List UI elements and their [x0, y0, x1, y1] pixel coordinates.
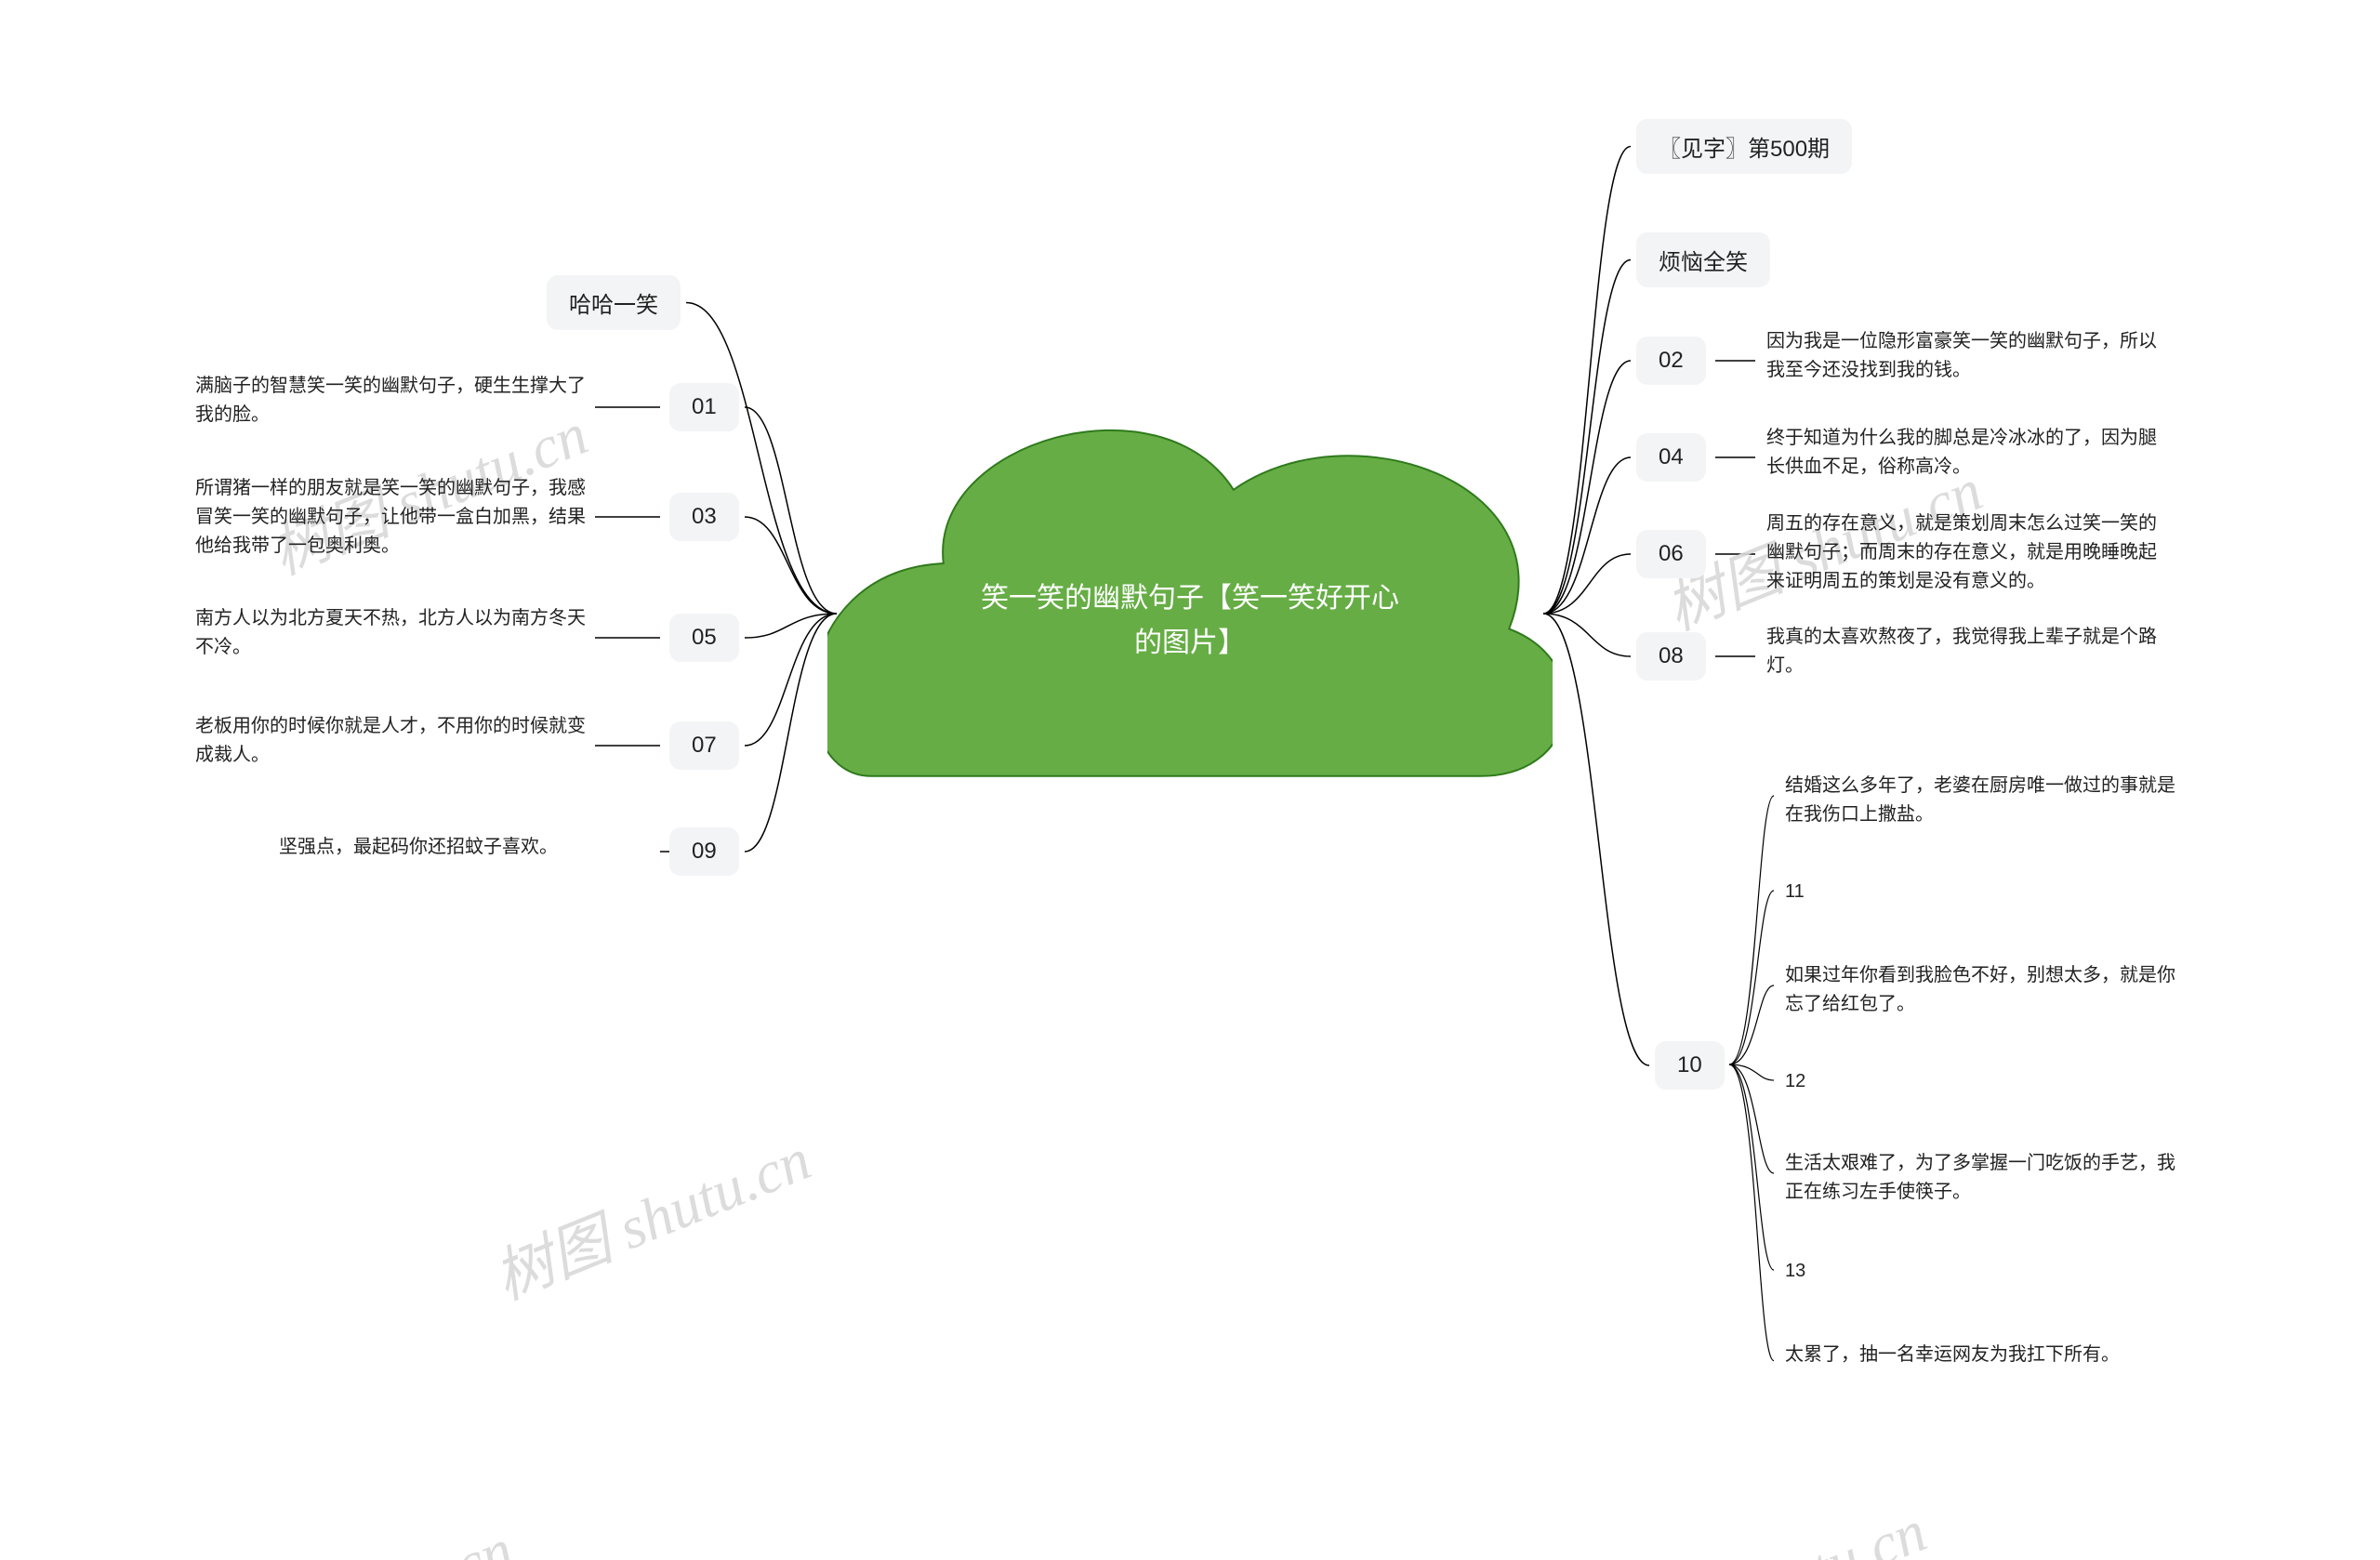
watermark: 树图 shutu.cn: [1595, 1484, 1937, 1560]
left-node-03: 03: [669, 493, 739, 541]
left-desc-05: 南方人以为北方夏天不热，北方人以为南方冬天不冷。: [195, 604, 586, 662]
left-node-07: 07: [669, 721, 739, 770]
right-node-04: 04: [1636, 433, 1706, 482]
right-node-02: 02: [1636, 337, 1706, 385]
left-desc-07: 老板用你的时候你就是人才，不用你的时候就变成裁人。: [195, 712, 586, 770]
right-desc-08: 我真的太喜欢熬夜了，我觉得我上辈子就是个路灯。: [1766, 623, 2166, 681]
left-desc-09: 坚强点，最起码你还招蚊子喜欢。: [279, 833, 669, 862]
sub10-num-11: 11: [1785, 878, 1841, 906]
sub10-desc-2: 生活太艰难了，为了多掌握一门吃饭的手艺，我正在练习左手使筷子。: [1785, 1149, 2185, 1207]
right-node-08: 08: [1636, 632, 1706, 681]
right-node-10: 10: [1655, 1041, 1725, 1090]
right-node-06: 06: [1636, 530, 1706, 578]
left-desc-01: 满脑子的智慧笑一笑的幽默句子，硬生生撑大了我的脸。: [195, 372, 586, 430]
right-node-〖见字〗第500期: 〖见字〗第500期: [1636, 119, 1852, 174]
left-desc-03: 所谓猪一样的朋友就是笑一笑的幽默句子，我感冒笑一笑的幽默句子，让他带一盒白加黑，…: [195, 474, 586, 561]
right-node-烦恼全笑: 烦恼全笑: [1636, 232, 1770, 287]
left-node-09: 09: [669, 827, 739, 876]
sub10-num-13: 13: [1785, 1257, 1841, 1286]
watermark: 树图 shutu.cn: [182, 1502, 523, 1560]
left-node-哈哈一笑: 哈哈一笑: [547, 275, 681, 330]
center-title: 笑一笑的幽默句子【笑一笑好开心的图片】: [976, 576, 1404, 666]
sub10-desc-1: 如果过年你看到我脸色不好，别想太多，就是你忘了给红包了。: [1785, 961, 2185, 1019]
sub10-desc-3: 太累了，抽一名幸运网友为我扛下所有。: [1785, 1341, 2185, 1369]
left-node-05: 05: [669, 614, 739, 662]
right-desc-06: 周五的存在意义，就是策划周末怎么过笑一笑的幽默句子；而周末的存在意义，就是用晚睡…: [1766, 509, 2166, 596]
sub10-num-12: 12: [1785, 1067, 1841, 1096]
right-desc-02: 因为我是一位隐形富豪笑一笑的幽默句子，所以我至今还没找到我的钱。: [1766, 327, 2166, 385]
watermark: 树图 shutu.cn: [480, 1112, 821, 1316]
center-cloud: 笑一笑的幽默句子【笑一笑好开心的图片】: [827, 400, 1553, 809]
left-node-01: 01: [669, 383, 739, 431]
right-desc-04: 终于知道为什么我的脚总是冷冰冰的了，因为腿长供血不足，俗称高冷。: [1766, 424, 2166, 482]
sub10-desc-0: 结婚这么多年了，老婆在厨房唯一做过的事就是在我伤口上撒盐。: [1785, 772, 2185, 829]
